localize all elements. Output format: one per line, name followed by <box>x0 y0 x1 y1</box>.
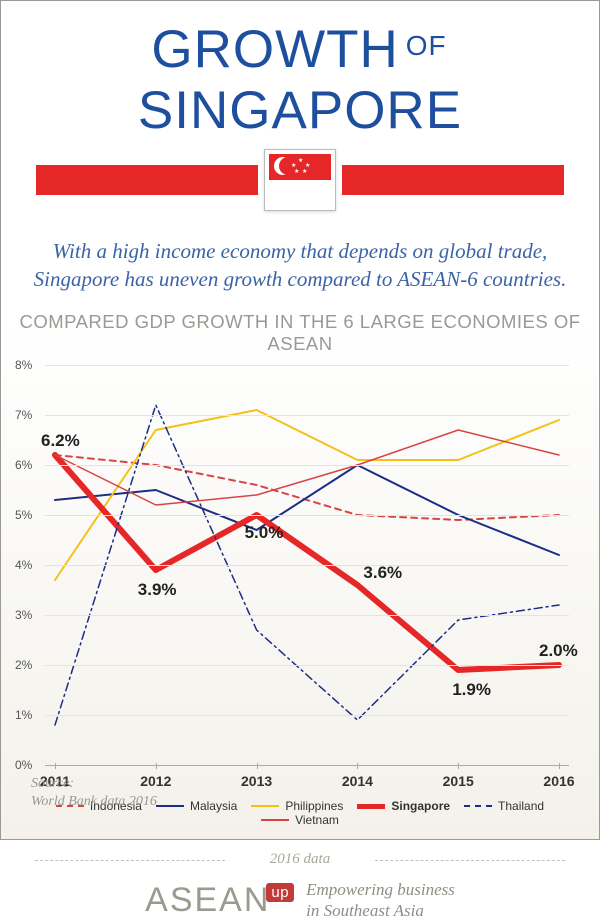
legend-label: Thailand <box>498 799 544 813</box>
data-annotation: 3.9% <box>138 580 177 600</box>
footer-logo-row: ASEANup Empowering business in Southeast… <box>1 880 599 921</box>
left-bar <box>36 165 258 195</box>
line-chart: 0%1%2%3%4%5%6%7%8%2011201220132014201520… <box>45 365 569 765</box>
footer-year-note: 2016 data <box>1 851 599 868</box>
y-axis-label: 6% <box>15 458 32 472</box>
title-word-growth: GROWTH <box>151 20 398 79</box>
x-axis-label: 2016 <box>543 773 574 789</box>
data-annotation: 3.6% <box>363 563 402 583</box>
legend-item: Thailand <box>464 799 544 813</box>
title-of: OF <box>406 30 447 61</box>
chart-title: COMPARED GDP GROWTH IN THE 6 LARGE ECONO… <box>1 311 599 355</box>
logo-badge: up <box>266 883 294 902</box>
title: GROWTH OF SINGAPORE <box>1 1 599 141</box>
y-axis-label: 3% <box>15 608 32 622</box>
legend-item: Vietnam <box>261 813 339 827</box>
title-word-singapore: SINGAPORE <box>138 81 462 140</box>
y-axis-label: 2% <box>15 658 32 672</box>
tagline: Empowering business in Southeast Asia <box>306 880 455 921</box>
asean-up-logo: ASEANup <box>145 881 294 920</box>
data-annotation: 6.2% <box>41 431 80 451</box>
legend-label: Philippines <box>285 799 343 813</box>
legend-label: Singapore <box>391 799 450 813</box>
source-label: Source: <box>31 775 157 793</box>
singapore-flag: ★ ★ ★ ★ ★ <box>264 149 336 211</box>
subtitle: With a high income economy that depends … <box>29 237 571 293</box>
legend-item: Malaysia <box>156 799 237 813</box>
x-axis-label: 2014 <box>342 773 373 789</box>
data-annotation: 5.0% <box>245 523 284 543</box>
source-text: World Bank data 2016 <box>31 793 157 811</box>
data-annotation: 2.0% <box>539 641 578 661</box>
legend-swatch <box>156 805 184 807</box>
right-bar <box>342 165 564 195</box>
legend-swatch <box>357 804 385 809</box>
source-block: Source: World Bank data 2016 <box>31 775 157 811</box>
legend-label: Malaysia <box>190 799 237 813</box>
y-axis-label: 4% <box>15 558 32 572</box>
legend-swatch <box>464 805 492 807</box>
logo-text: ASEAN <box>145 881 270 919</box>
legend-swatch <box>261 819 289 821</box>
legend-swatch <box>251 805 279 807</box>
y-axis-label: 8% <box>15 358 32 372</box>
x-axis-label: 2015 <box>443 773 474 789</box>
tagline-line1: Empowering business <box>306 880 455 900</box>
y-axis-label: 7% <box>15 408 32 422</box>
x-axis-label: 2013 <box>241 773 272 789</box>
legend-item: Philippines <box>251 799 343 813</box>
infographic-container: GROWTH OF SINGAPORE ★ ★ ★ ★ ★ With a hig… <box>0 0 600 840</box>
footer-year-text: 2016 data <box>270 851 330 867</box>
legend-item: Singapore <box>357 799 450 813</box>
legend-label: Vietnam <box>295 813 339 827</box>
series-singapore <box>55 455 559 670</box>
tagline-line2: in Southeast Asia <box>306 901 455 921</box>
y-axis-label: 0% <box>15 758 32 772</box>
data-annotation: 1.9% <box>452 680 491 700</box>
flag-row: ★ ★ ★ ★ ★ <box>1 149 599 211</box>
y-axis-label: 5% <box>15 508 32 522</box>
y-axis-label: 1% <box>15 708 32 722</box>
